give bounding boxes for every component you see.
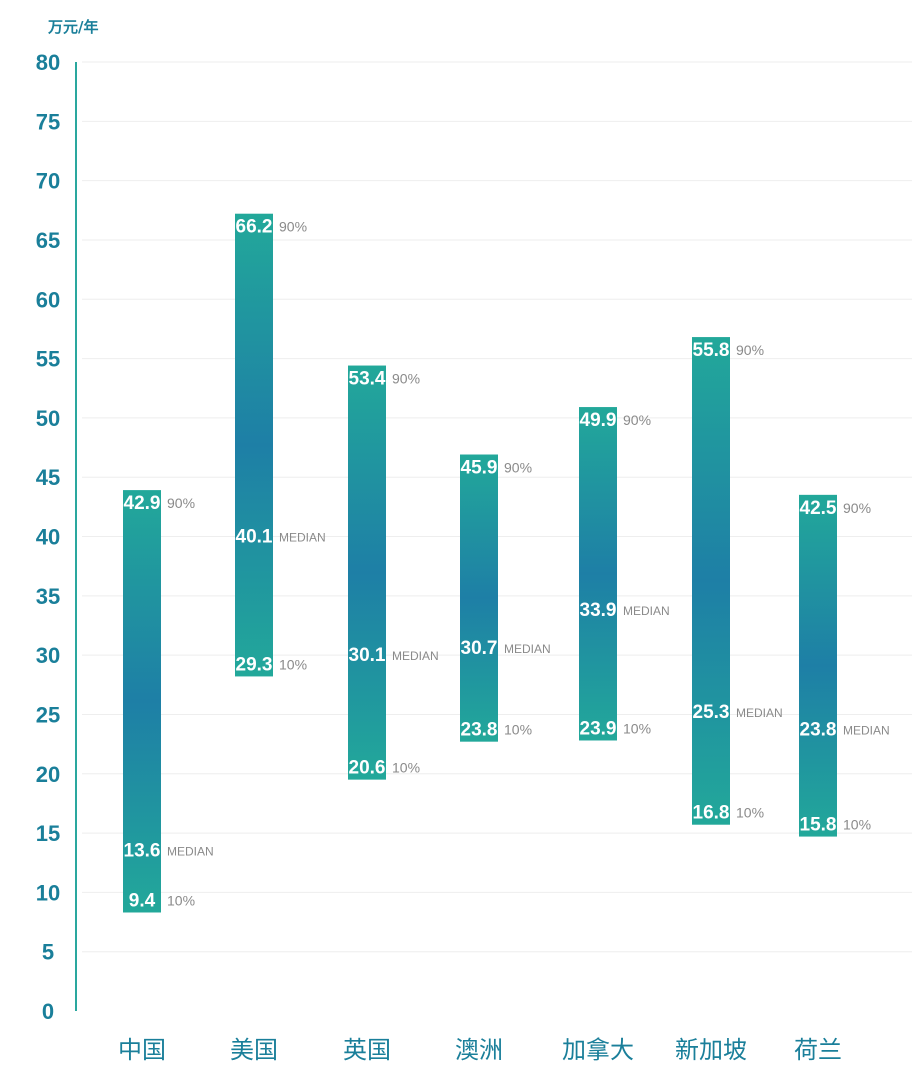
range-bar [799, 494, 837, 837]
y-tick-label: 65 [36, 228, 60, 253]
value-label: 33.9 [580, 600, 617, 621]
y-tick-label: 40 [36, 525, 60, 550]
y-tick-label: 50 [36, 406, 60, 431]
value-label: 42.5 [800, 498, 837, 519]
range-bar [460, 454, 498, 742]
value-label: 20.6 [349, 758, 386, 779]
x-axis-labels: 中国 美国 英国 澳洲 加拿大 新加坡 荷兰 [118, 1036, 842, 1064]
y-tick-label: 70 [36, 169, 60, 194]
range-bar [348, 365, 386, 780]
percentile-tag: 10% [279, 656, 307, 672]
value-label: 16.8 [693, 803, 730, 824]
value-label: 9.4 [129, 890, 156, 911]
x-category-label: 加拿大 [562, 1036, 634, 1064]
percentile-tag: 10% [392, 760, 420, 776]
x-category-label: 英国 [343, 1036, 391, 1064]
percentile-tag: 90% [623, 412, 651, 428]
percentile-tag: 10% [843, 817, 871, 833]
value-label: 42.9 [124, 493, 161, 514]
y-tick-label: 45 [36, 465, 60, 490]
bars: 42.9 90% 13.6 MEDIAN 9.4 10% 66.2 90% 40.1 MEDIAN… [123, 213, 890, 913]
percentile-tag: MEDIAN [279, 530, 326, 544]
percentile-tag: MEDIAN [623, 604, 670, 618]
range-bar [123, 490, 161, 913]
percentile-tag: MEDIAN [736, 706, 783, 720]
y-tick-label: 5 [42, 940, 54, 965]
percentile-tag: MEDIAN [392, 649, 439, 663]
percentile-tag: 90% [279, 219, 307, 235]
y-tick-label: 35 [36, 584, 60, 609]
range-bar [692, 337, 730, 825]
percentile-tag: 90% [167, 495, 195, 511]
y-tick-label: 25 [36, 702, 60, 727]
value-label: 25.3 [693, 702, 730, 723]
value-label: 15.8 [800, 815, 837, 836]
x-category-label: 澳洲 [455, 1036, 503, 1064]
percentile-tag: 10% [167, 892, 195, 908]
y-axis: 0 5 10 15 20 25 30 35 40 45 50 55 60 65 70 75 80 [36, 50, 77, 1024]
value-label: 29.3 [236, 654, 273, 675]
value-label: 49.9 [580, 410, 617, 431]
value-label: 23.9 [580, 718, 617, 739]
percentile-tag: 90% [392, 371, 420, 387]
x-category-label: 新加坡 [675, 1036, 747, 1064]
range-bar [235, 213, 273, 677]
y-axis-unit-label: 万元/年 [47, 18, 98, 36]
x-category-label: 美国 [230, 1036, 278, 1064]
percentile-tag: 10% [623, 720, 651, 736]
percentile-tag: 90% [843, 500, 871, 516]
y-tick-label: 30 [36, 643, 60, 668]
percentile-tag: MEDIAN [167, 845, 214, 859]
percentile-tag: MEDIAN [504, 642, 551, 656]
y-tick-label: 20 [36, 762, 60, 787]
y-tick-label: 15 [36, 821, 60, 846]
y-tick-label: 10 [36, 880, 60, 905]
x-category-label: 中国 [118, 1036, 166, 1064]
value-label: 40.1 [236, 526, 273, 547]
y-tick-label: 55 [36, 347, 60, 372]
percentile-tag: 90% [736, 342, 764, 358]
y-tick-label: 80 [36, 50, 60, 75]
value-label: 23.8 [800, 720, 837, 741]
percentile-tag: 10% [736, 805, 764, 821]
percentile-tag: MEDIAN [843, 724, 890, 738]
percentile-tag: 10% [504, 722, 532, 738]
y-tick-label: 0 [42, 999, 54, 1024]
x-category-label: 荷兰 [794, 1036, 842, 1064]
value-label: 45.9 [461, 458, 498, 479]
range-bar [579, 407, 617, 741]
y-tick-label: 75 [36, 109, 60, 134]
value-label: 55.8 [693, 340, 730, 361]
y-tick-label: 60 [36, 287, 60, 312]
value-label: 53.4 [349, 369, 386, 390]
value-label: 66.2 [236, 217, 273, 238]
value-label: 30.7 [461, 638, 498, 659]
value-label: 13.6 [124, 841, 161, 862]
value-label: 23.8 [461, 720, 498, 741]
percentile-tag: 90% [504, 460, 532, 476]
value-label: 30.1 [349, 645, 386, 666]
